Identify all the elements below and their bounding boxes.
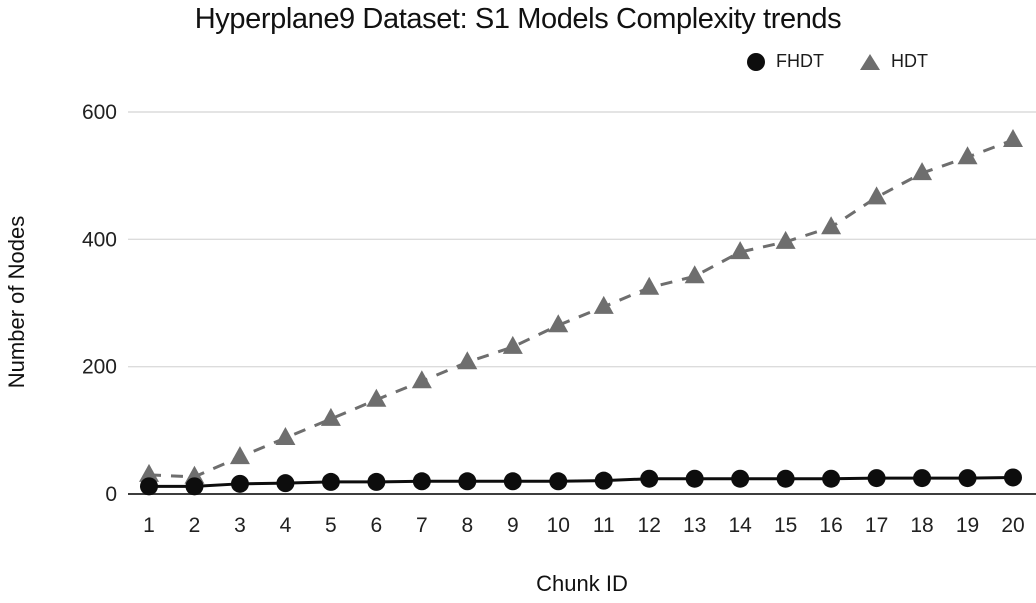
legend-label-fhdt: FHDT [776, 51, 824, 71]
x-tick-label: 16 [819, 514, 842, 537]
data-point-fhdt [594, 471, 613, 490]
data-point-hdt [229, 446, 250, 465]
data-point-fhdt [549, 472, 568, 491]
data-point-hdt [1003, 129, 1023, 148]
data-point-fhdt [822, 469, 841, 488]
legend-label-hdt: HDT [891, 51, 928, 71]
circle-marker-icon [747, 52, 765, 71]
data-point-hdt [957, 146, 978, 165]
legend-item-fhdt: FHDT [747, 51, 824, 72]
x-tick-label: 15 [774, 514, 797, 537]
x-tick-label: 1 [143, 514, 155, 537]
data-point-fhdt [867, 469, 886, 488]
x-tick-label: 2 [189, 514, 201, 537]
data-point-hdt [684, 265, 705, 284]
y-tick-label: 0 [105, 483, 117, 506]
x-tick-label: 13 [683, 514, 706, 537]
data-point-hdt [320, 407, 341, 426]
y-tick-label: 200 [82, 356, 117, 379]
data-point-fhdt [776, 469, 795, 488]
x-tick-label: 7 [416, 514, 428, 537]
y-tick-label: 600 [82, 101, 117, 124]
data-point-fhdt [685, 469, 704, 488]
data-point-hdt [548, 314, 569, 333]
data-point-hdt [502, 335, 523, 354]
data-point-fhdt [1004, 468, 1022, 487]
data-point-hdt [821, 216, 842, 235]
chart-title: Hyperplane9 Dataset: S1 Models Complexit… [194, 3, 842, 35]
data-point-fhdt [958, 469, 977, 488]
x-tick-label: 8 [461, 514, 473, 537]
x-tick-label: 5 [325, 514, 337, 537]
data-point-fhdt [913, 469, 932, 488]
x-tick-label: 6 [371, 514, 383, 537]
x-tick-label: 18 [910, 514, 933, 537]
x-tick-label: 20 [1001, 514, 1024, 537]
data-point-fhdt [640, 469, 659, 488]
data-point-hdt [139, 463, 159, 482]
data-point-fhdt [230, 474, 249, 493]
data-point-hdt [912, 162, 933, 181]
x-tick-label: 10 [547, 514, 570, 537]
legend-item-hdt: HDT [860, 51, 928, 72]
data-point-fhdt [321, 472, 340, 491]
data-point-fhdt [140, 477, 158, 496]
x-tick-label: 3 [234, 514, 246, 537]
triangle-marker-icon [860, 53, 880, 70]
series-line-hdt [148, 138, 1014, 479]
data-point-hdt [775, 230, 796, 249]
data-point-fhdt [731, 469, 750, 488]
x-tick-label: 17 [865, 514, 888, 537]
data-point-hdt [730, 241, 751, 260]
data-point-hdt [457, 351, 478, 370]
data-point-fhdt [412, 472, 431, 491]
data-point-hdt [411, 370, 432, 389]
y-tick-label: 400 [82, 228, 117, 251]
data-point-fhdt [367, 472, 386, 491]
x-tick-label: 12 [638, 514, 661, 537]
x-tick-label: 14 [728, 514, 752, 537]
x-axis-title: Chunk ID [536, 571, 628, 596]
legend: FHDT HDT [747, 51, 928, 72]
data-point-hdt [366, 388, 387, 407]
data-point-fhdt [458, 472, 477, 491]
x-tick-label: 4 [280, 514, 292, 537]
x-tick-label: 19 [956, 514, 979, 537]
data-point-fhdt [503, 472, 522, 491]
data-point-hdt [639, 276, 660, 295]
data-point-fhdt [185, 477, 204, 496]
data-point-hdt [866, 186, 887, 205]
data-point-hdt [593, 295, 614, 314]
data-point-fhdt [276, 474, 295, 493]
data-point-hdt [275, 426, 296, 445]
x-tick-label: 11 [593, 514, 615, 537]
x-tick-label: 9 [507, 514, 519, 537]
